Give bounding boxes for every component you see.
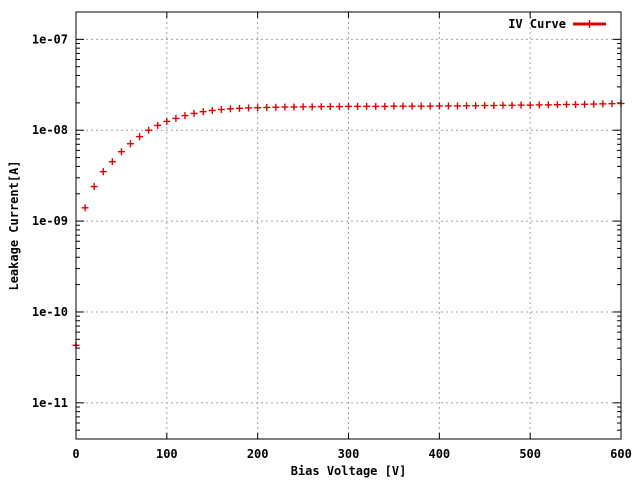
data-point bbox=[217, 106, 225, 114]
data-point bbox=[390, 102, 398, 110]
data-point bbox=[517, 101, 525, 109]
y-tick-label: 1e-09 bbox=[32, 214, 68, 228]
data-point bbox=[108, 158, 116, 166]
x-tick-label: 600 bbox=[610, 447, 632, 461]
data-point bbox=[136, 133, 144, 141]
data-point bbox=[417, 102, 425, 110]
y-tick-label: 1e-07 bbox=[32, 32, 68, 46]
data-point bbox=[481, 102, 489, 110]
data-point bbox=[181, 112, 189, 120]
data-point bbox=[81, 204, 89, 212]
data-point bbox=[226, 105, 234, 113]
data-point bbox=[544, 101, 552, 109]
x-tick-label: 100 bbox=[156, 447, 178, 461]
data-point bbox=[299, 103, 307, 111]
data-point bbox=[499, 101, 507, 109]
data-point bbox=[308, 103, 316, 111]
data-point bbox=[172, 114, 180, 122]
x-tick-label: 500 bbox=[519, 447, 541, 461]
data-point bbox=[472, 102, 480, 110]
data-point bbox=[354, 102, 362, 110]
legend: IV Curve bbox=[508, 17, 606, 31]
data-point bbox=[599, 100, 607, 108]
plot-frame bbox=[75, 11, 622, 440]
data-point bbox=[408, 102, 416, 110]
y-axis-title: Leakage Current[A] bbox=[7, 160, 21, 290]
x-tick-label: 0 bbox=[72, 447, 79, 461]
tick-layer: 0 100 200 300 400 500 600 1e-11 1e-10 1e-09 1e-08 1… bbox=[32, 11, 632, 461]
data-point bbox=[363, 102, 371, 110]
data-point bbox=[490, 102, 498, 110]
data-point bbox=[254, 104, 262, 112]
y-tick-label: 1e-10 bbox=[32, 305, 68, 319]
data-points-layer bbox=[72, 99, 625, 349]
data-point bbox=[317, 103, 325, 111]
x-axis-title: Bias Voltage [V] bbox=[291, 464, 407, 478]
data-point bbox=[99, 168, 107, 176]
data-point bbox=[263, 103, 271, 111]
x-tick-label: 200 bbox=[247, 447, 269, 461]
data-point bbox=[281, 103, 289, 111]
data-point bbox=[463, 102, 471, 110]
data-point bbox=[590, 100, 598, 108]
data-point bbox=[326, 103, 334, 111]
legend-label: IV Curve bbox=[508, 17, 566, 31]
data-point bbox=[145, 126, 153, 134]
data-point bbox=[335, 103, 343, 111]
data-point bbox=[454, 102, 461, 110]
data-point bbox=[526, 101, 534, 109]
y-tick-label: 1e-08 bbox=[32, 123, 68, 137]
data-point bbox=[372, 102, 380, 110]
x-tick-label: 400 bbox=[428, 447, 450, 461]
data-point bbox=[399, 102, 407, 110]
data-point bbox=[90, 183, 98, 191]
data-point bbox=[163, 117, 171, 125]
data-point bbox=[563, 100, 570, 108]
data-point bbox=[199, 108, 207, 116]
y-tick-label: 1e-11 bbox=[32, 396, 68, 410]
data-point bbox=[272, 103, 280, 111]
data-point bbox=[581, 100, 589, 108]
data-point bbox=[190, 109, 198, 117]
data-point bbox=[444, 102, 452, 110]
data-point bbox=[381, 102, 389, 110]
data-point bbox=[208, 106, 216, 114]
data-point bbox=[435, 102, 443, 110]
data-point bbox=[345, 102, 352, 110]
x-tick-label: 300 bbox=[338, 447, 360, 461]
data-point bbox=[608, 100, 616, 108]
data-point bbox=[117, 148, 125, 156]
data-point bbox=[535, 101, 543, 109]
data-point bbox=[245, 104, 253, 112]
data-point bbox=[154, 121, 162, 129]
data-point bbox=[553, 101, 561, 109]
data-point bbox=[236, 104, 243, 112]
data-point bbox=[508, 101, 516, 109]
data-point bbox=[290, 103, 298, 111]
data-point bbox=[426, 102, 434, 110]
grid-layer bbox=[76, 12, 621, 439]
data-point bbox=[127, 140, 134, 148]
data-point bbox=[572, 100, 580, 108]
